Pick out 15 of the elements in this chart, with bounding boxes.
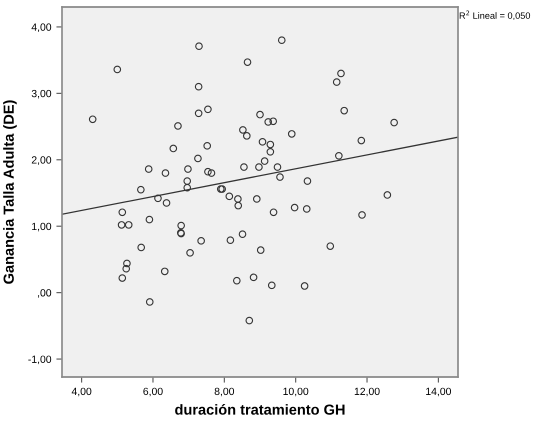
y-axis-title: Ganancia Talla Adulta (DE) [3,100,17,284]
x-tick-label: 6,00 [143,388,163,396]
y-tick-label: 2,00 [32,156,52,165]
x-tick-label: 4,00 [72,388,92,396]
x-tick-label: 10,00 [283,388,308,396]
y-tick-label: 4,00 [32,23,52,32]
y-tick-label: 3,00 [32,90,52,98]
x-tick-label: 14,00 [426,388,452,396]
y-tick-label: 1,00 [32,222,52,232]
x-axis-title: duración tratamiento GH [175,404,345,415]
y-tick-label: ,00 [38,289,52,298]
text: R$^{2}$ Lineal = 0,050 [460,10,530,20]
y-tick-label: -1,00 [28,356,52,364]
x-tick-label: 8,00 [214,388,234,396]
x-tick-label: 12,00 [354,388,380,396]
